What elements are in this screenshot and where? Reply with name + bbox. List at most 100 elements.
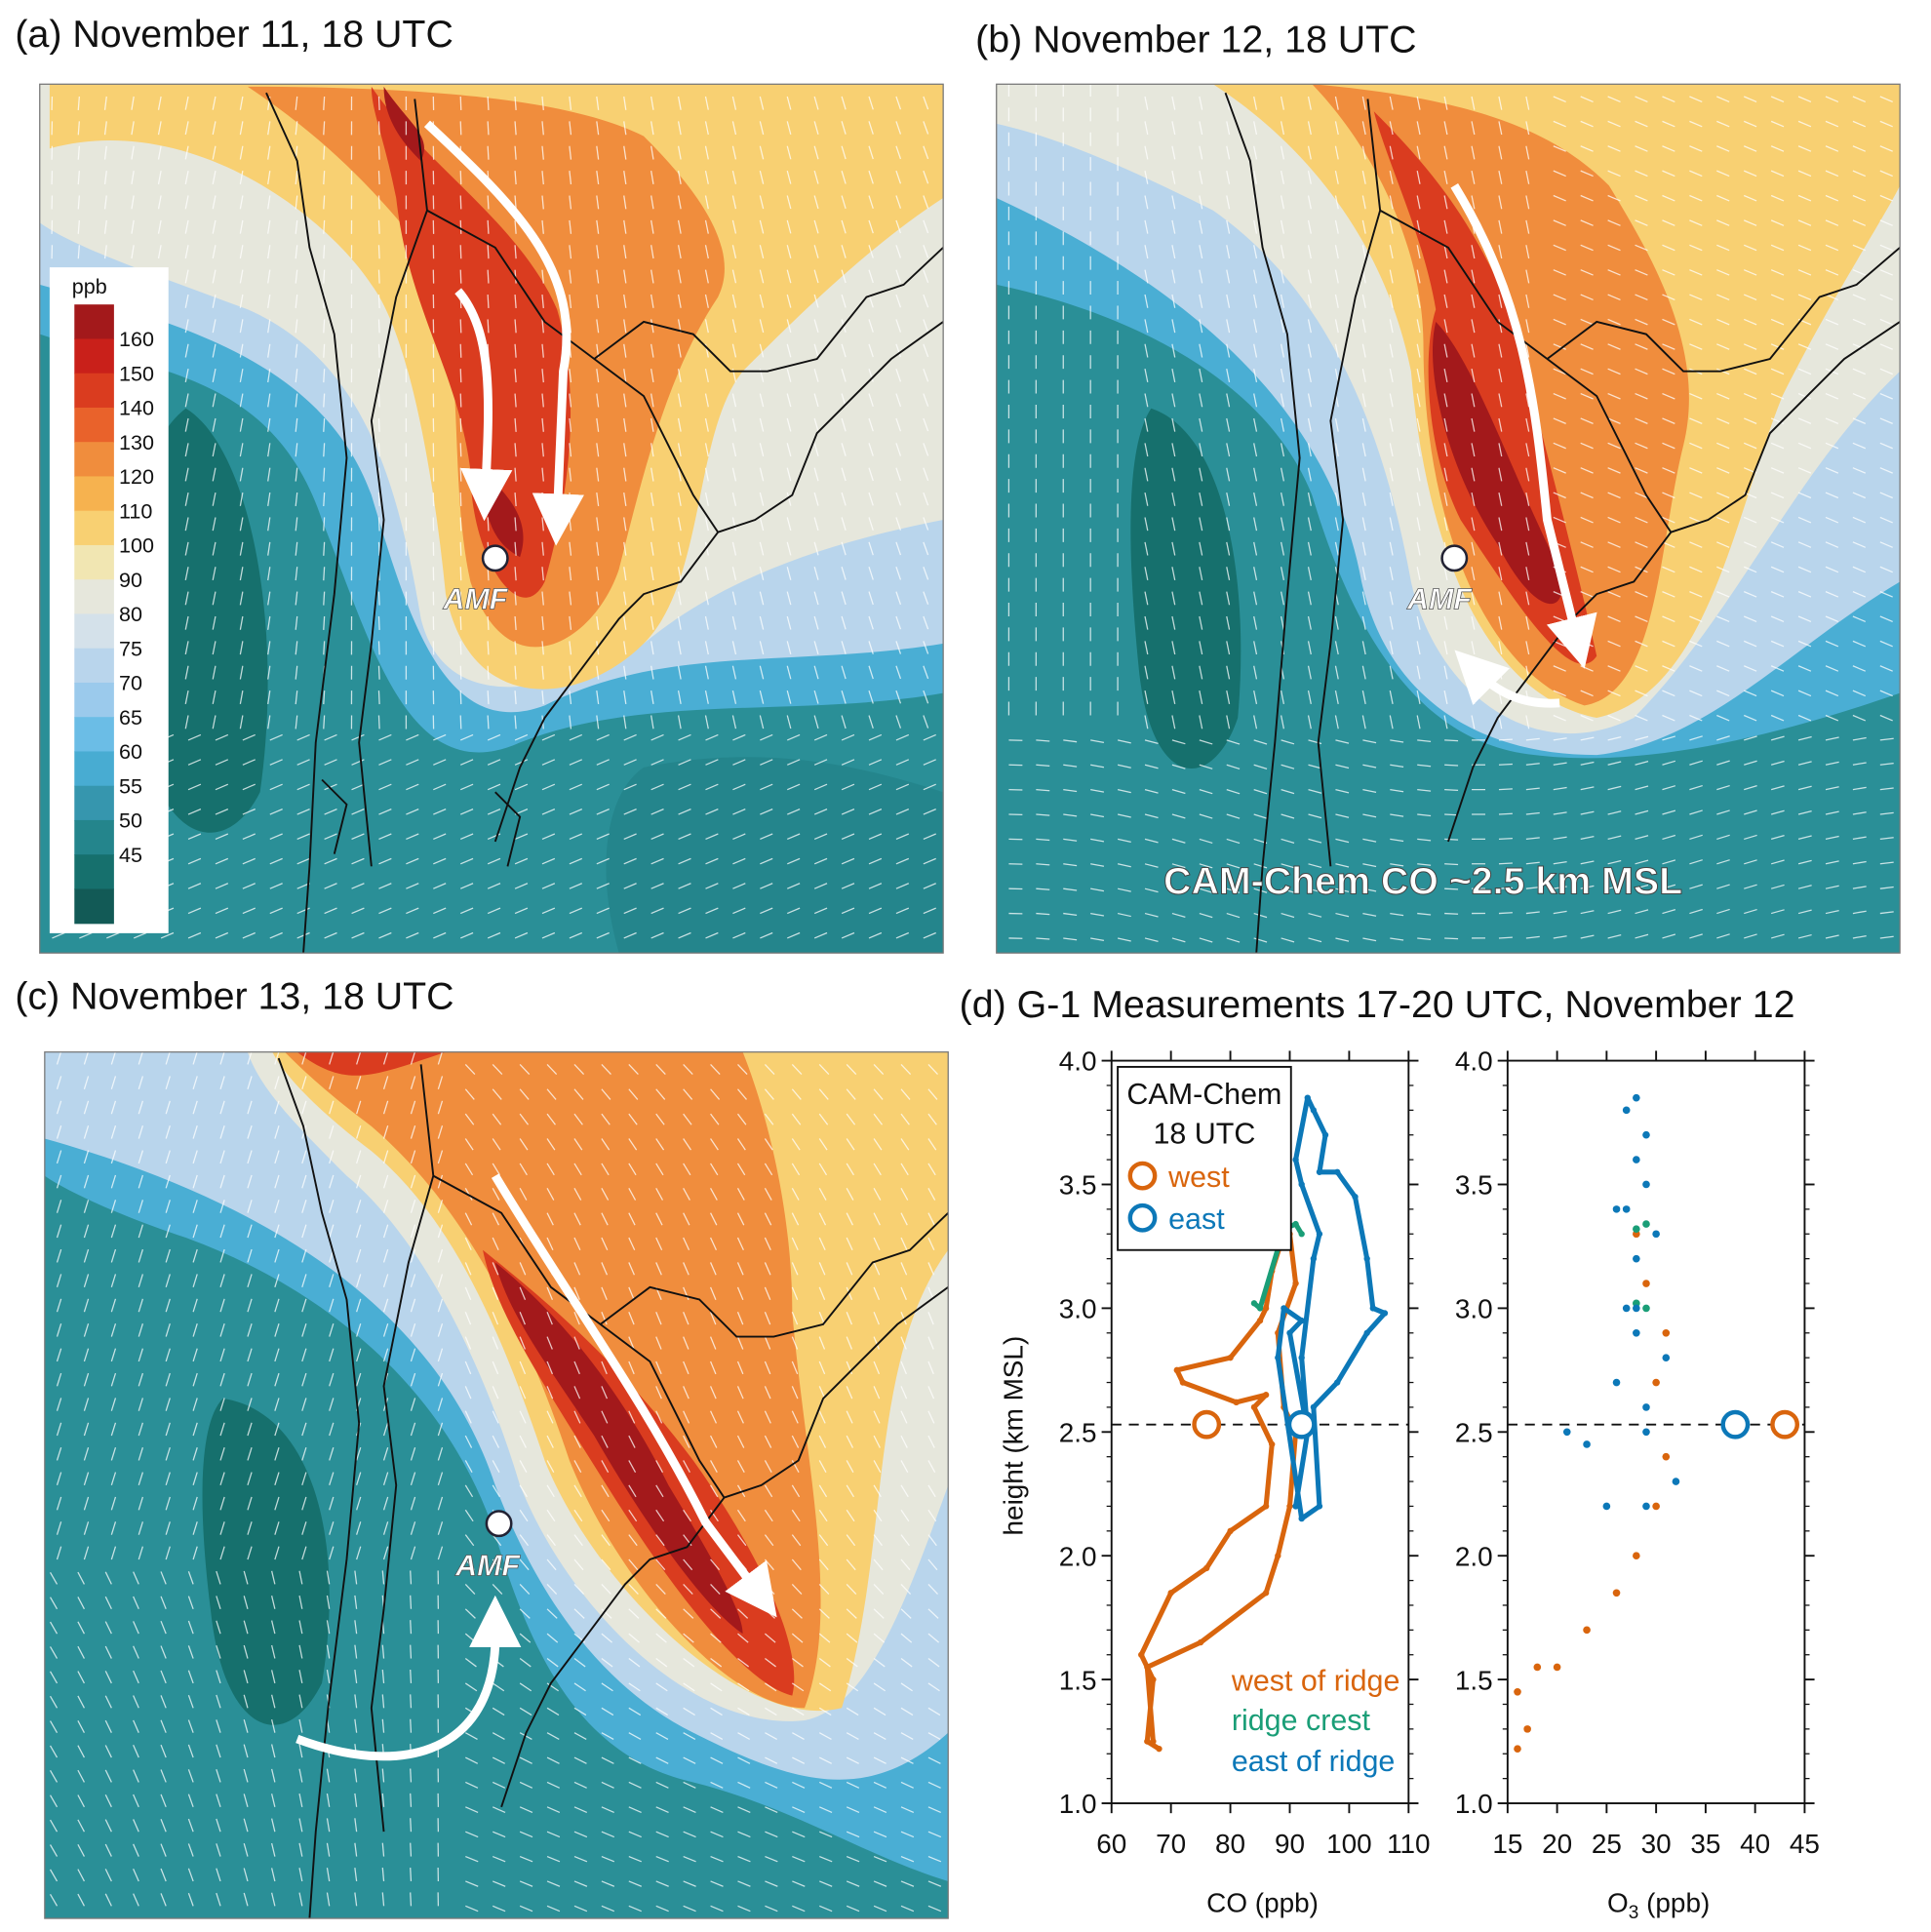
- wind-arrow: [1226, 219, 1231, 234]
- wind-arrow: [377, 541, 380, 556]
- wind-arrow: [160, 1868, 167, 1882]
- wind-arrow: [650, 467, 654, 482]
- wind-arrow: [329, 1323, 335, 1337]
- wind-arrow: [923, 808, 936, 815]
- wind-arrow: [1280, 269, 1285, 284]
- wind-arrow: [1253, 269, 1258, 284]
- wind-arrow: [1280, 492, 1285, 506]
- wind-arrow: [569, 245, 572, 259]
- data-point: [1269, 1440, 1276, 1448]
- wind-arrow: [437, 1496, 444, 1511]
- wind-arrow: [351, 759, 365, 766]
- wind-arrow: [514, 96, 517, 110]
- wind-arrow: [868, 567, 874, 580]
- wind-arrow: [1525, 567, 1530, 581]
- wind-arrow: [1226, 615, 1231, 630]
- wind-arrow: [1281, 887, 1295, 893]
- wind-arrow: [133, 1645, 139, 1659]
- wind-arrow: [650, 567, 654, 581]
- wind-arrow: [514, 665, 517, 680]
- wind-arrow: [247, 1348, 253, 1362]
- wind-arrow: [1743, 343, 1757, 350]
- wind-arrow: [83, 1076, 90, 1089]
- wind-arrow: [83, 1125, 90, 1139]
- wind-arrow: [1635, 145, 1648, 152]
- wind-arrow: [1879, 762, 1894, 766]
- wind-arrow: [900, 1534, 910, 1547]
- wind-arrow: [704, 121, 709, 136]
- wind-arrow: [1525, 935, 1540, 939]
- wind-arrow: [846, 1534, 856, 1547]
- wind-arrow: [923, 195, 929, 209]
- wind-arrow: [83, 1422, 90, 1437]
- wind-arrow: [1280, 145, 1285, 160]
- wind-arrow: [1607, 343, 1621, 350]
- wind-arrow: [324, 783, 337, 791]
- wind-arrow: [1580, 541, 1594, 548]
- wind-arrow: [900, 1658, 913, 1668]
- wind-arrow: [1361, 665, 1366, 680]
- wind-arrow: [329, 1422, 335, 1437]
- wind-arrow: [1852, 170, 1867, 177]
- wind-arrow: [655, 1732, 669, 1740]
- wind-arrow: [323, 567, 326, 581]
- wind-arrow: [212, 343, 217, 358]
- wind-arrow: [710, 1138, 719, 1151]
- wind-arrow: [1825, 442, 1839, 450]
- wind-arrow: [650, 219, 654, 234]
- wind-arrow: [1770, 835, 1785, 841]
- wind-arrow: [1471, 517, 1476, 532]
- wind-arrow: [295, 690, 298, 705]
- wind-arrow: [1171, 937, 1186, 943]
- wind-arrow: [110, 1521, 117, 1535]
- wind-arrow: [464, 1212, 473, 1226]
- wind-arrow: [519, 1756, 532, 1764]
- wind-arrow: [219, 1076, 225, 1089]
- wind-arrow: [1171, 219, 1176, 234]
- wind-arrow: [818, 1509, 828, 1522]
- wind-arrow: [1471, 269, 1476, 284]
- wind-arrow: [1553, 935, 1567, 939]
- wind-arrow: [1879, 911, 1894, 915]
- wind-arrow: [323, 541, 326, 556]
- wind-arrow: [356, 1100, 362, 1115]
- wind-arrow: [326, 1670, 331, 1684]
- wind-arrow: [786, 467, 792, 482]
- wind-arrow: [1443, 96, 1448, 110]
- wind-arrow: [650, 269, 654, 284]
- wind-arrow: [765, 1855, 778, 1863]
- wind-arrow: [1852, 294, 1867, 301]
- wind-arrow: [514, 931, 529, 939]
- wind-arrow: [1226, 417, 1231, 432]
- wind-arrow: [873, 1732, 887, 1740]
- wind-arrow: [1307, 641, 1312, 655]
- wind-arrow: [356, 1125, 362, 1139]
- wind-arrow: [1226, 145, 1231, 160]
- wind-arrow: [1743, 417, 1757, 424]
- wind-arrow: [923, 665, 929, 680]
- wind-arrow: [541, 294, 544, 308]
- wind-arrow: [1334, 245, 1339, 259]
- wind-arrow: [49, 1695, 59, 1709]
- wind-arrow: [1036, 764, 1050, 767]
- wind-arrow: [546, 1756, 560, 1764]
- wind-arrow: [247, 1150, 253, 1164]
- wind-arrow: [239, 690, 244, 704]
- wind-arrow: [298, 1842, 303, 1857]
- wind-arrow: [1689, 541, 1703, 548]
- wind-arrow: [165, 1248, 171, 1263]
- wind-arrow: [1498, 837, 1513, 841]
- wind-arrow: [1525, 641, 1530, 655]
- wind-arrow: [514, 171, 517, 185]
- wind-arrow: [573, 1336, 580, 1350]
- wind-arrow: [1307, 145, 1312, 160]
- wind-arrow: [487, 907, 501, 915]
- wind-arrow: [487, 195, 490, 210]
- wind-arrow: [1716, 170, 1730, 177]
- wind-arrow: [437, 1372, 444, 1387]
- colorbar-label: 50: [119, 808, 142, 833]
- wind-arrow: [923, 783, 936, 791]
- wind-arrow: [351, 783, 365, 791]
- wind-arrow: [1036, 789, 1050, 792]
- wind-arrow: [1498, 319, 1503, 334]
